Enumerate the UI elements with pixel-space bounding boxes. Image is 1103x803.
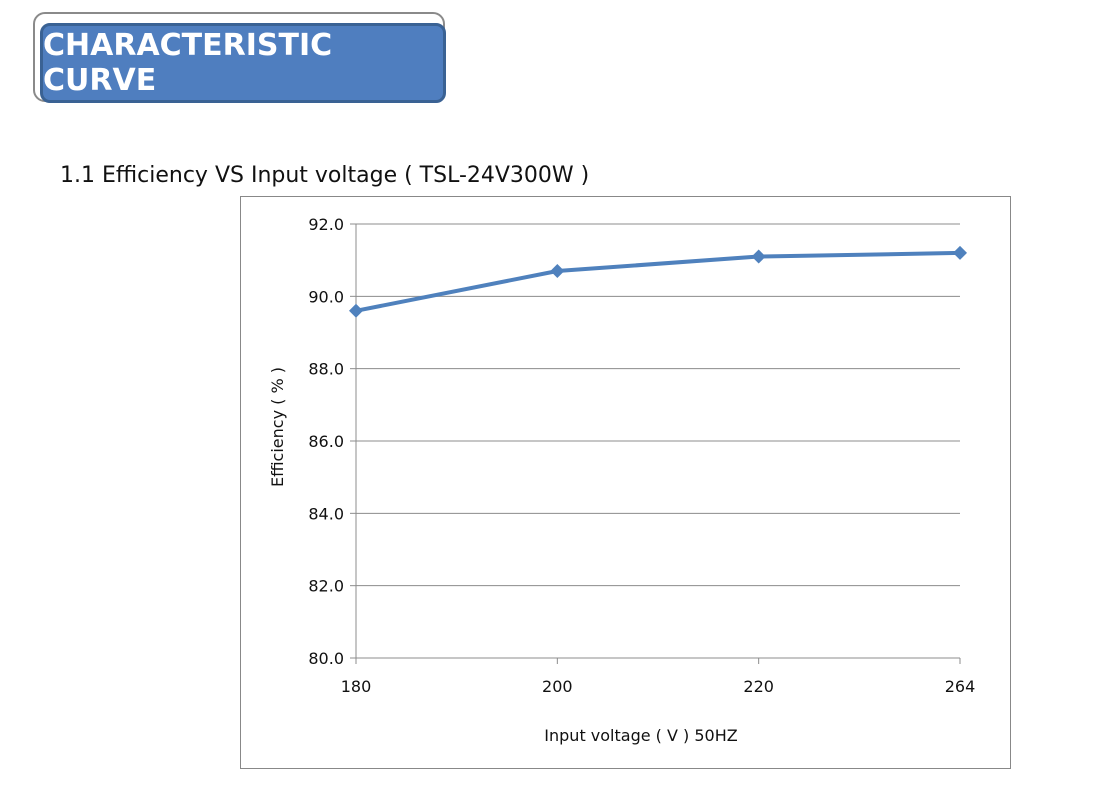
- chart-frame: [240, 196, 1011, 769]
- header-banner: CHARACTERISTIC CURVE: [40, 23, 446, 103]
- data-point-diamond: [349, 303, 363, 318]
- grid-lines: [356, 223, 960, 587]
- section-title: 1.1 Efficiency VS Input voltage ( TSL-24…: [60, 163, 590, 188]
- x-tick-label: 200: [542, 677, 573, 696]
- y-tick-label: 86.0: [308, 432, 344, 451]
- y-tick-label: 82.0: [308, 577, 344, 596]
- x-tick-labels: 180 200 220 264: [341, 677, 976, 696]
- x-tick-label: 220: [743, 677, 774, 696]
- y-tick-labels: 80.0 82.0 84.0 86.0 88.0 90.0 92.0: [308, 215, 344, 668]
- data-point-diamond: [953, 245, 967, 260]
- series-line: [355, 250, 961, 313]
- series: [349, 245, 967, 318]
- y-tick-label: 90.0: [308, 287, 344, 306]
- banner-title: CHARACTERISTIC CURVE: [43, 28, 333, 98]
- y-tick-label: 88.0: [308, 360, 344, 379]
- x-tick-label: 180: [341, 677, 372, 696]
- x-axis-title: Input voltage ( V ) 50HZ: [544, 726, 737, 745]
- y-axis-title: Efficiency ( % ): [268, 367, 287, 487]
- y-tick-label: 84.0: [308, 504, 344, 523]
- axes: [350, 223, 961, 664]
- data-point-diamond: [550, 264, 565, 279]
- y-tick-label: 92.0: [308, 215, 344, 234]
- data-point-diamond: [751, 249, 766, 264]
- y-tick-label: 80.0: [308, 649, 344, 668]
- x-tick-label: 264: [945, 677, 976, 696]
